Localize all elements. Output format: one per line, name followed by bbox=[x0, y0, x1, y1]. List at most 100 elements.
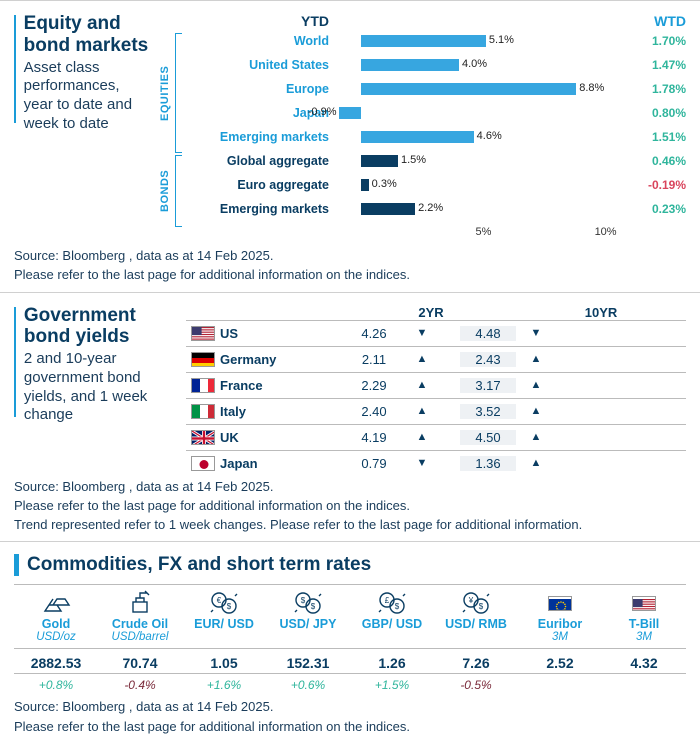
axis-tick: 10% bbox=[595, 226, 617, 238]
trend-2yr-icon: ▼ bbox=[402, 327, 442, 339]
flag-icon bbox=[191, 404, 215, 419]
commodity-change: +0.6% bbox=[266, 674, 350, 696]
s1-row: Europe 8.8% 1.78% bbox=[217, 77, 686, 101]
commodity-unit: USD/oz bbox=[14, 631, 98, 649]
row-name: Europe bbox=[217, 82, 337, 96]
svg-text:€: € bbox=[217, 596, 222, 605]
commodity-name: T-Bill bbox=[602, 617, 686, 631]
commodity-icon bbox=[602, 589, 686, 617]
s1-source: Source: Bloomberg , data as at 14 Feb 20… bbox=[14, 248, 686, 264]
trend-10yr-icon: ▲ bbox=[516, 457, 556, 469]
wtd-value: 0.46% bbox=[630, 154, 686, 168]
yield-10yr: 4.50 bbox=[460, 430, 516, 445]
accent-bar bbox=[14, 554, 19, 576]
wtd-value: 1.47% bbox=[630, 58, 686, 72]
country-name: US bbox=[220, 326, 346, 341]
gov-bond-panel: Government bond yields 2 and 10-year gov… bbox=[0, 292, 700, 542]
trend-10yr-icon: ▲ bbox=[516, 379, 556, 391]
yield-row: US 4.26 ▼ 4.48 ▼ bbox=[186, 320, 686, 346]
commodity-value: 7.26 bbox=[434, 649, 518, 674]
flag-icon bbox=[191, 326, 215, 341]
yield-2yr: 4.26 bbox=[346, 326, 402, 341]
trend-2yr-icon: ▲ bbox=[402, 431, 442, 443]
commodity-value: 2882.53 bbox=[14, 649, 98, 674]
commodity-col: Gold USD/oz 2882.53 +0.8% bbox=[14, 584, 98, 696]
yield-10yr: 3.52 bbox=[460, 404, 516, 419]
wtd-value: 0.23% bbox=[630, 202, 686, 216]
bar-label: 8.8% bbox=[579, 82, 604, 94]
equity-bond-panel: Equity and bond markets Asset class perf… bbox=[0, 0, 700, 292]
s1-subtitle: Asset class performances, year to date a… bbox=[24, 59, 149, 134]
svg-text:$: $ bbox=[301, 596, 306, 605]
s3-note: Please refer to the last page for additi… bbox=[14, 719, 686, 735]
commodity-change: +0.8% bbox=[14, 674, 98, 696]
yield-10yr: 1.36 bbox=[460, 456, 516, 471]
row-name: Global aggregate bbox=[217, 154, 337, 168]
yield-2yr: 4.19 bbox=[346, 430, 402, 445]
bar-label: 2.2% bbox=[418, 202, 443, 214]
s1-row: Euro aggregate 0.3% -0.19% bbox=[217, 173, 686, 197]
commodity-change: +1.6% bbox=[182, 674, 266, 696]
axis-tick: 5% bbox=[476, 226, 492, 238]
flag-icon bbox=[191, 352, 215, 367]
commodity-icon: €$ bbox=[182, 589, 266, 617]
yield-row: UK 4.19 ▲ 4.50 ▲ bbox=[186, 424, 686, 450]
s1-row: Emerging markets 4.6% 1.51% bbox=[217, 125, 686, 149]
commodity-value: 2.52 bbox=[518, 649, 602, 674]
commodity-icon bbox=[14, 589, 98, 617]
country-name: Japan bbox=[220, 456, 346, 471]
country-name: UK bbox=[220, 430, 346, 445]
commodity-col: ¥$ USD/ RMB 7.26 -0.5% bbox=[434, 584, 518, 696]
s1-row: United States 4.0% 1.47% bbox=[217, 53, 686, 77]
commodity-value: 1.26 bbox=[350, 649, 434, 674]
bar bbox=[361, 131, 473, 143]
yield-row: France 2.29 ▲ 3.17 ▲ bbox=[186, 372, 686, 398]
commodity-col: $$ USD/ JPY 152.31 +0.6% bbox=[266, 584, 350, 696]
commodity-col: Euribor 3M 2.52 bbox=[518, 584, 602, 696]
commodity-value: 1.05 bbox=[182, 649, 266, 674]
commodity-unit: USD/barrel bbox=[98, 631, 182, 649]
yield-2yr: 0.79 bbox=[346, 456, 402, 471]
commodity-unit bbox=[434, 631, 518, 649]
commodity-change bbox=[602, 674, 686, 696]
row-name: United States bbox=[217, 58, 337, 72]
s1-body: World 5.1% 1.70% United States 4.0% 1.47… bbox=[217, 29, 686, 221]
s1-title: Equity and bond markets bbox=[24, 13, 149, 57]
yield-2yr: 2.11 bbox=[346, 352, 402, 367]
yield-2yr: 2.29 bbox=[346, 378, 402, 393]
commodity-unit bbox=[350, 631, 434, 649]
hdr-2yr: 2YR bbox=[346, 305, 516, 320]
yield-row: Germany 2.11 ▲ 2.43 ▲ bbox=[186, 346, 686, 372]
yield-row: Italy 2.40 ▲ 3.52 ▲ bbox=[186, 398, 686, 424]
flag-icon bbox=[191, 456, 215, 471]
s1-row: Global aggregate 1.5% 0.46% bbox=[217, 149, 686, 173]
commodity-icon bbox=[518, 589, 602, 617]
bar bbox=[361, 203, 415, 215]
commodity-icon bbox=[98, 589, 182, 617]
commodity-name: GBP/ USD bbox=[350, 617, 434, 631]
s1-row: Japan -0.9% 0.80% bbox=[217, 101, 686, 125]
s3-grid: Gold USD/oz 2882.53 +0.8% Crude Oil USD/… bbox=[14, 584, 686, 696]
trend-10yr-icon: ▲ bbox=[516, 405, 556, 417]
bar-label: 4.0% bbox=[462, 58, 487, 70]
accent-bar bbox=[14, 307, 16, 417]
group-label: EQUITIES bbox=[159, 33, 171, 153]
commodity-value: 70.74 bbox=[98, 649, 182, 674]
bar bbox=[361, 179, 368, 191]
bar-label: 5.1% bbox=[489, 34, 514, 46]
s2-title: Government bond yields bbox=[24, 305, 174, 349]
accent-bar bbox=[14, 15, 16, 123]
commodity-value: 4.32 bbox=[602, 649, 686, 674]
trend-2yr-icon: ▲ bbox=[402, 405, 442, 417]
commodity-icon: ¥$ bbox=[434, 589, 518, 617]
commodities-panel: Commodities, FX and short term rates Gol… bbox=[0, 541, 700, 743]
trend-10yr-icon: ▲ bbox=[516, 431, 556, 443]
bar-label: 1.5% bbox=[401, 154, 426, 166]
s2-note1: Please refer to the last page for additi… bbox=[14, 498, 686, 514]
country-name: Italy bbox=[220, 404, 346, 419]
svg-text:$: $ bbox=[227, 602, 232, 611]
s2-note2: Trend represented refer to 1 week change… bbox=[14, 517, 686, 533]
s1-row: World 5.1% 1.70% bbox=[217, 29, 686, 53]
commodity-col: £$ GBP/ USD 1.26 +1.5% bbox=[350, 584, 434, 696]
commodity-col: Crude Oil USD/barrel 70.74 -0.4% bbox=[98, 584, 182, 696]
